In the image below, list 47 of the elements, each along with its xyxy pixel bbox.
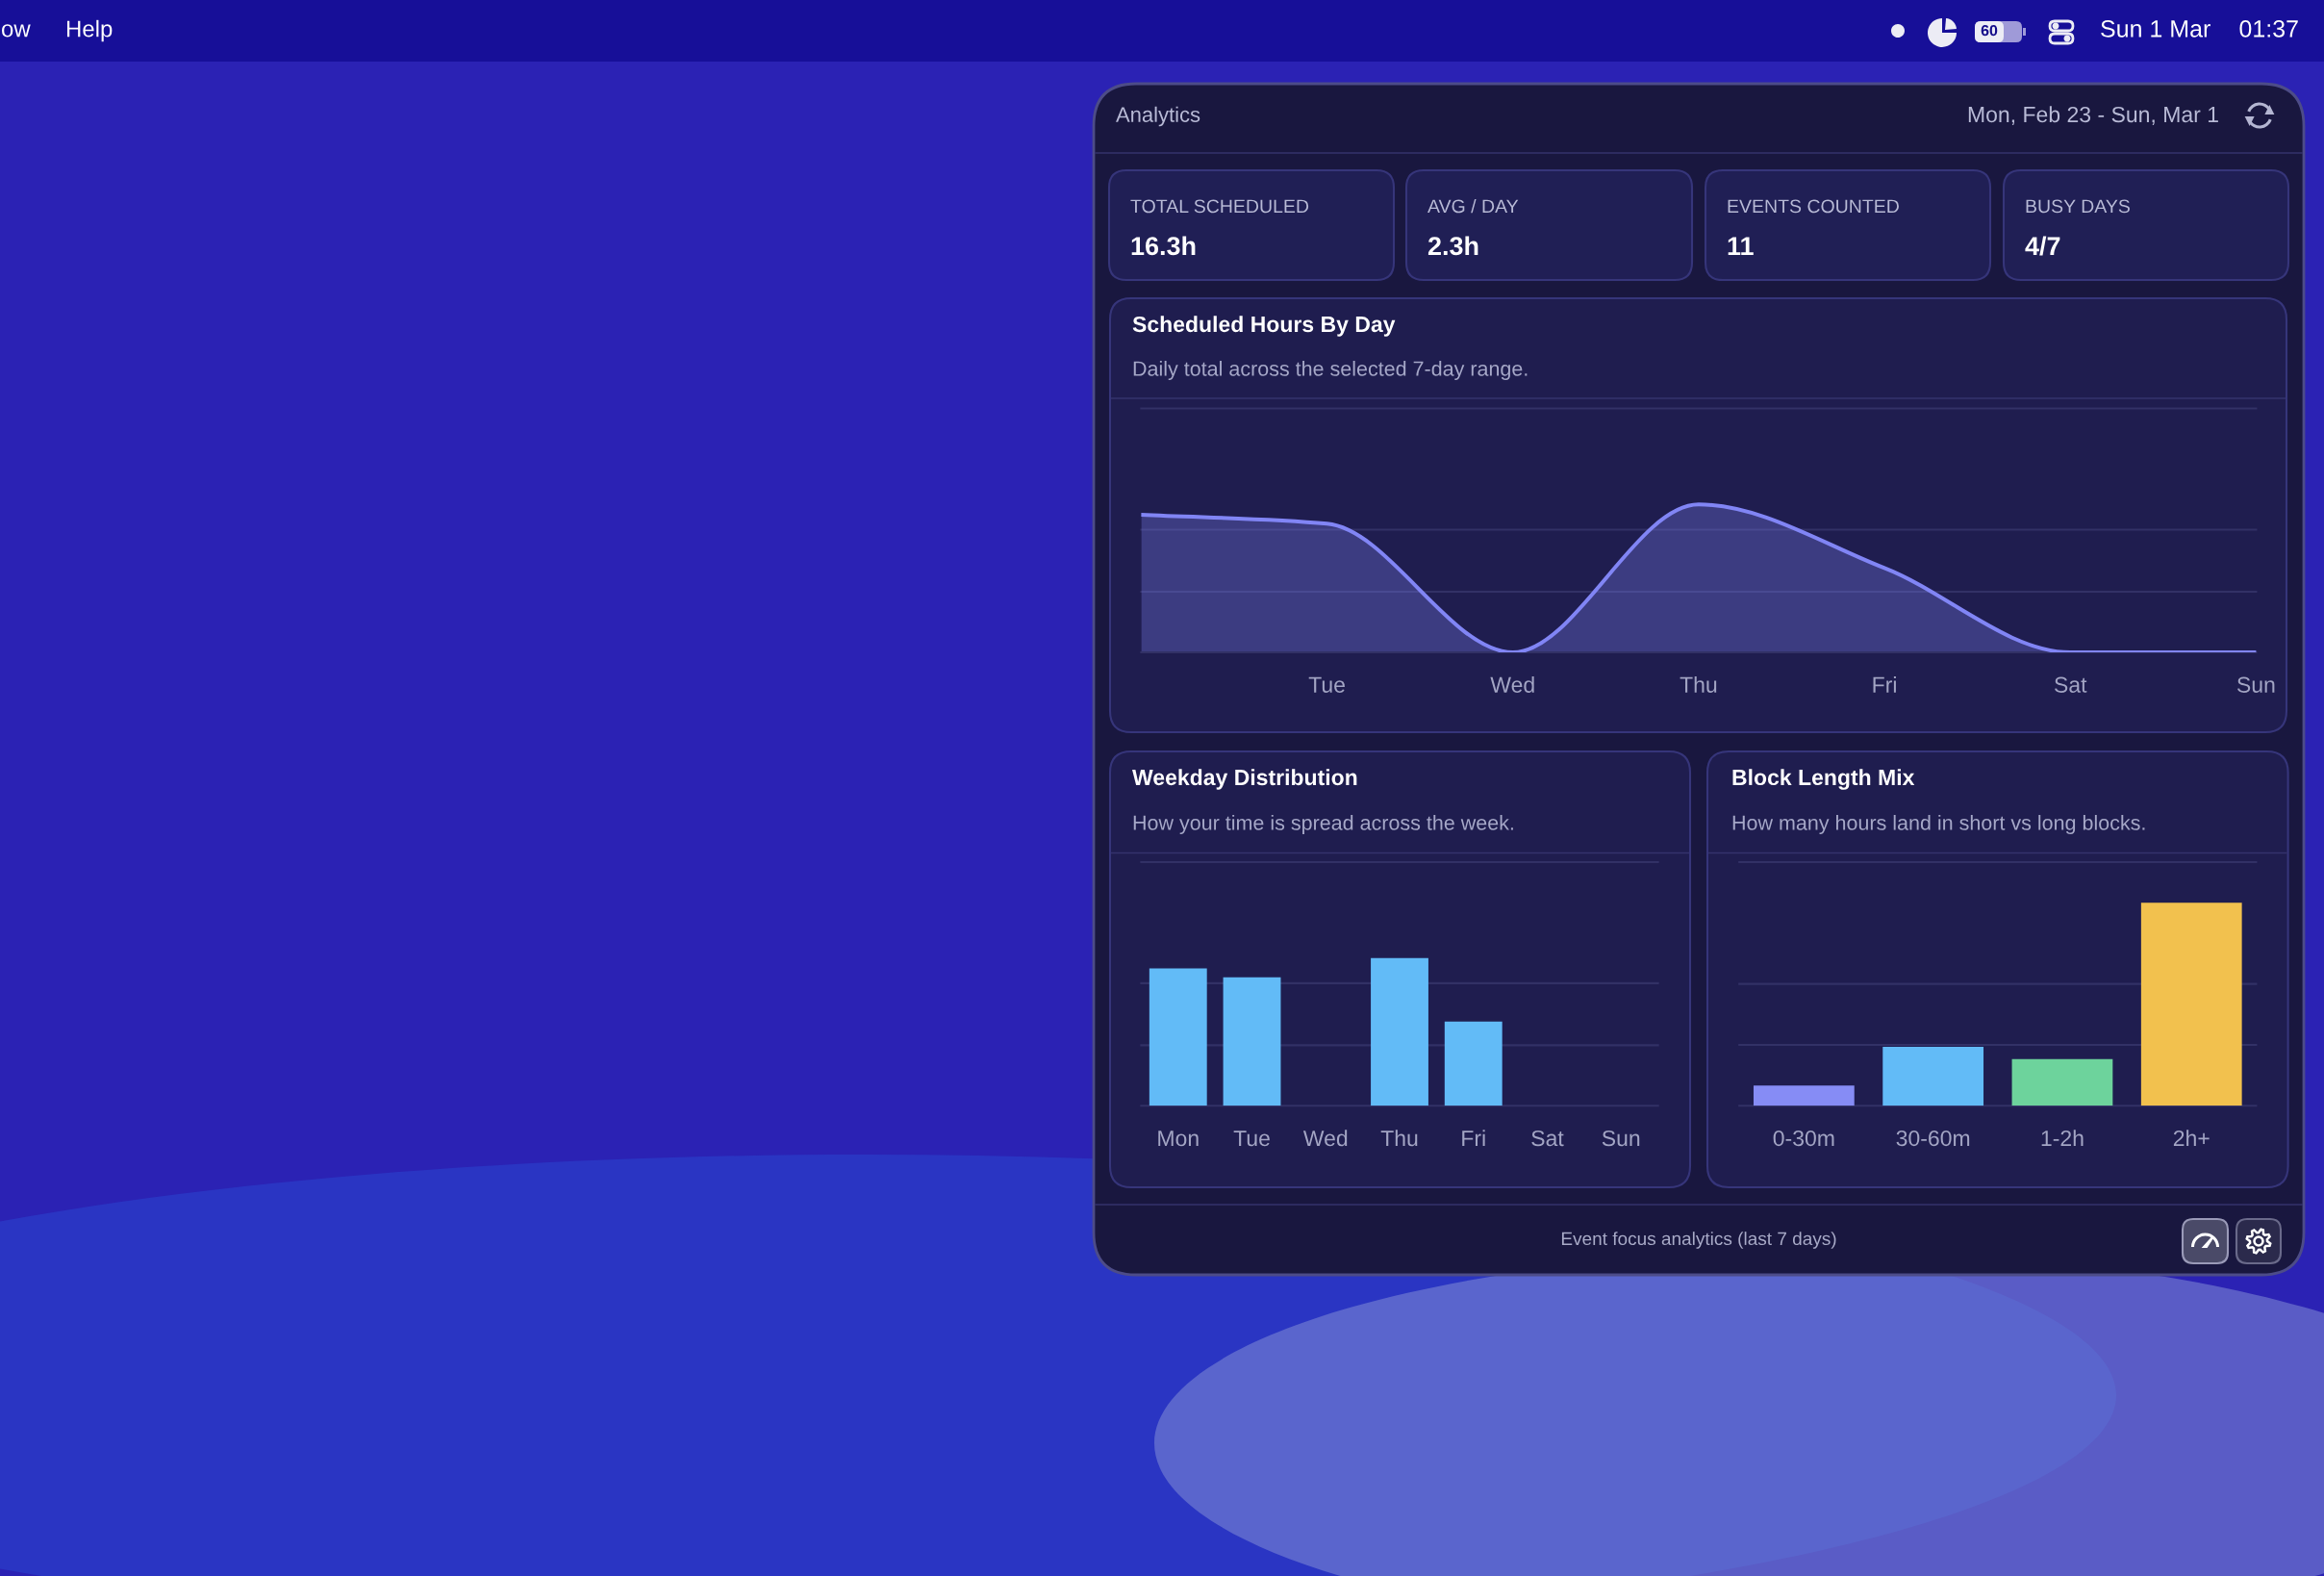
chart-title: Block Length Mix [1732,769,1915,790]
text: Mon, Feb 23 - Sun, Mar 1 [1968,106,2218,125]
text: 01:37 [2239,20,2298,38]
text: EVENTS COUNTED [1728,199,1899,214]
text: 2.3h [1427,236,1478,256]
bar [1149,968,1207,1106]
bar [1753,1085,1855,1106]
x-tick-label: 1-2h [2041,1130,2084,1146]
bar [1882,1047,1984,1106]
x-tick-label: 0-30m [1773,1130,1834,1147]
text: Analytics [1116,106,1200,127]
chart-subtitle: How many hours land in short vs long blocks. [1732,814,2145,835]
text: 11 [1728,237,1754,255]
text: Help [66,19,113,42]
x-tick-label: Mon [1158,1131,1199,1147]
x-tick-label: Fri [1462,1130,1485,1146]
x-tick-label: Sun [1602,1130,1640,1147]
x-tick-label: Sat [2055,676,2087,693]
x-tick-label: Wed [1302,1130,1348,1147]
bar [1444,1021,1503,1106]
x-tick-label: Sun [2236,676,2275,693]
x-tick-label: Tue [1233,1131,1270,1147]
bar [2011,1058,2113,1106]
x-tick-label: Thu [1380,1130,1418,1147]
text: 60 [1981,24,1998,37]
text: 16.3h [1131,236,1196,256]
x-tick-label: Wed [1490,676,1534,693]
text: Event focus analytics (last 7 days) [1561,1232,1836,1249]
x-tick-label: Thu [1680,676,1717,693]
bar [1371,957,1428,1106]
x-tick-label: Sat [1531,1130,1564,1147]
text: BUSY DAYS [2026,199,2130,214]
text: Sun 1 Mar [2101,20,2210,38]
bar [1223,977,1281,1106]
x-tick-label: 2h+ [2173,1130,2210,1146]
x-tick-label: Tue [1308,676,1345,693]
bar [2140,902,2242,1106]
text: 4/7 [2025,236,2060,256]
chart-subtitle: Daily total across the selected 7-day range. [1133,360,1528,381]
x-tick-label: Fri [1873,676,1896,693]
text: AVG / DAY [1427,198,1519,214]
x-tick-label: 30-60m [1896,1130,1970,1147]
chart-subtitle: How your time is spread across the week. [1133,814,1513,835]
text: TOTAL SCHEDULED [1130,199,1309,214]
chart-title: Scheduled Hours By Day [1132,316,1396,337]
text: ow [2,24,31,38]
chart-title: Weekday Distribution [1132,769,1357,790]
